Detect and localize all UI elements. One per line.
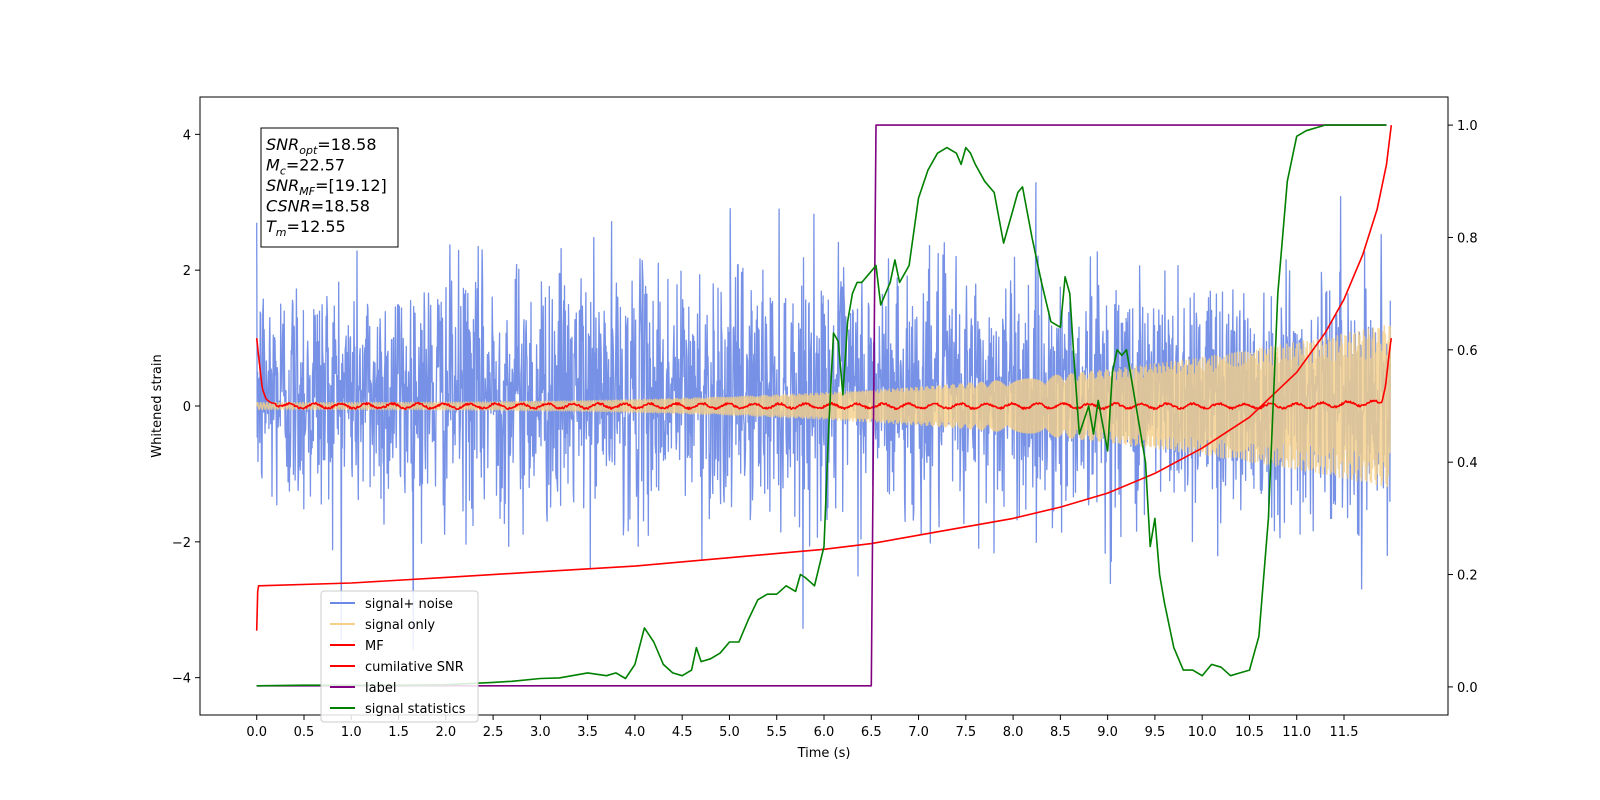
x-tick-label: 5.5 bbox=[766, 725, 787, 740]
y2-tick-label: 0.6 bbox=[1457, 344, 1478, 359]
info-line: CSNR=18.58 bbox=[266, 197, 370, 216]
series-line bbox=[255, 125, 1393, 631]
y-tick-label: 2 bbox=[183, 264, 191, 279]
info-symbol: CSNR bbox=[266, 197, 311, 216]
info-subscript: m bbox=[276, 226, 287, 239]
x-tick-label: 5.0 bbox=[719, 725, 740, 740]
y-axis-label: Whitened strain bbox=[150, 354, 165, 457]
series-line bbox=[256, 124, 1387, 687]
series-line bbox=[255, 325, 1392, 487]
x-tick-label: 4.0 bbox=[625, 725, 646, 740]
info-subscript: opt bbox=[299, 144, 318, 157]
legend-label: cumilative SNR bbox=[365, 660, 464, 675]
y-tick-label: −2 bbox=[172, 536, 191, 551]
x-tick-label: 11.5 bbox=[1330, 725, 1359, 740]
x-tick-label: 11.0 bbox=[1282, 725, 1311, 740]
info-value: =[19.12] bbox=[315, 176, 387, 195]
plot-area bbox=[255, 124, 1393, 687]
y2-tick-label: 0.0 bbox=[1457, 681, 1478, 696]
info-value: =12.55 bbox=[287, 217, 346, 236]
info-symbol: T bbox=[266, 217, 277, 236]
legend-label: MF bbox=[365, 639, 384, 654]
x-tick-label: 9.5 bbox=[1145, 725, 1166, 740]
info-box: SNRopt=18.58Mc=22.57SNRMF=[19.12]CSNR=18… bbox=[260, 127, 399, 248]
y-axis-right: 0.0 0.2 0.4 0.6 0.8 1.0 bbox=[1448, 119, 1478, 696]
info-value: =22.57 bbox=[286, 156, 345, 175]
y-tick-label: 0 bbox=[183, 400, 191, 415]
y2-tick-label: 1.0 bbox=[1457, 119, 1478, 134]
x-axis-label: Time (s) bbox=[797, 746, 851, 761]
x-tick-label: 1.0 bbox=[341, 725, 362, 740]
x-tick-label: 0.0 bbox=[246, 725, 267, 740]
y2-tick-label: 0.8 bbox=[1457, 231, 1478, 246]
x-tick-label: 6.0 bbox=[814, 725, 835, 740]
x-tick-label: 2.0 bbox=[435, 725, 456, 740]
legend-label: label bbox=[365, 681, 396, 696]
legend-frame bbox=[320, 590, 479, 723]
legend-label: signal+ noise bbox=[365, 597, 453, 612]
y-axis-left: −4 −2 0 2 4 bbox=[172, 128, 200, 687]
x-tick-label: 4.5 bbox=[672, 725, 693, 740]
info-line: Tm=12.55 bbox=[266, 217, 346, 239]
series-layer bbox=[255, 124, 1393, 687]
x-tick-label: 3.5 bbox=[577, 725, 598, 740]
x-tick-label: 3.0 bbox=[530, 725, 551, 740]
y-tick-label: 4 bbox=[183, 128, 191, 143]
x-tick-label: 8.5 bbox=[1050, 725, 1071, 740]
x-tick-label: 2.5 bbox=[483, 725, 504, 740]
legend-label: signal statistics bbox=[365, 702, 466, 717]
legend-label: signal only bbox=[365, 618, 435, 633]
info-subscript: c bbox=[280, 165, 286, 178]
x-tick-label: 10.5 bbox=[1235, 725, 1264, 740]
info-box-frame bbox=[260, 127, 399, 248]
info-symbol: SNR bbox=[266, 176, 299, 195]
series-line bbox=[256, 124, 1387, 687]
y2-tick-label: 0.4 bbox=[1457, 456, 1478, 471]
y-tick-label: −4 bbox=[172, 672, 191, 687]
series-line bbox=[255, 337, 1393, 411]
info-line: Mc=22.57 bbox=[266, 156, 345, 178]
x-tick-label: 7.0 bbox=[908, 725, 929, 740]
x-tick-label: 6.5 bbox=[861, 725, 882, 740]
x-tick-label: 0.5 bbox=[294, 725, 315, 740]
info-line: SNRMF=[19.12] bbox=[266, 176, 387, 198]
x-axis: 0.0 0.5 1.0 1.5 2.0 2.5 3.0 3.5 4.0 4.5 5.0 5.5 6.0 6… bbox=[246, 715, 1358, 740]
info-value: =18.58 bbox=[317, 135, 376, 154]
info-value: =18.58 bbox=[311, 197, 370, 216]
x-tick-label: 1.5 bbox=[388, 725, 409, 740]
x-tick-label: 10.0 bbox=[1188, 725, 1217, 740]
info-subscript: MF bbox=[299, 185, 315, 198]
x-tick-label: 9.0 bbox=[1097, 725, 1118, 740]
info-symbol: M bbox=[266, 156, 280, 175]
info-line: SNRopt=18.58 bbox=[266, 135, 377, 157]
info-symbol: SNR bbox=[266, 135, 299, 154]
x-tick-label: 8.0 bbox=[1003, 725, 1024, 740]
y2-tick-label: 0.2 bbox=[1457, 569, 1478, 584]
x-tick-label: 7.5 bbox=[955, 725, 976, 740]
legend: signal+ noise signal only MF cumilative SNR… bbox=[320, 590, 479, 723]
